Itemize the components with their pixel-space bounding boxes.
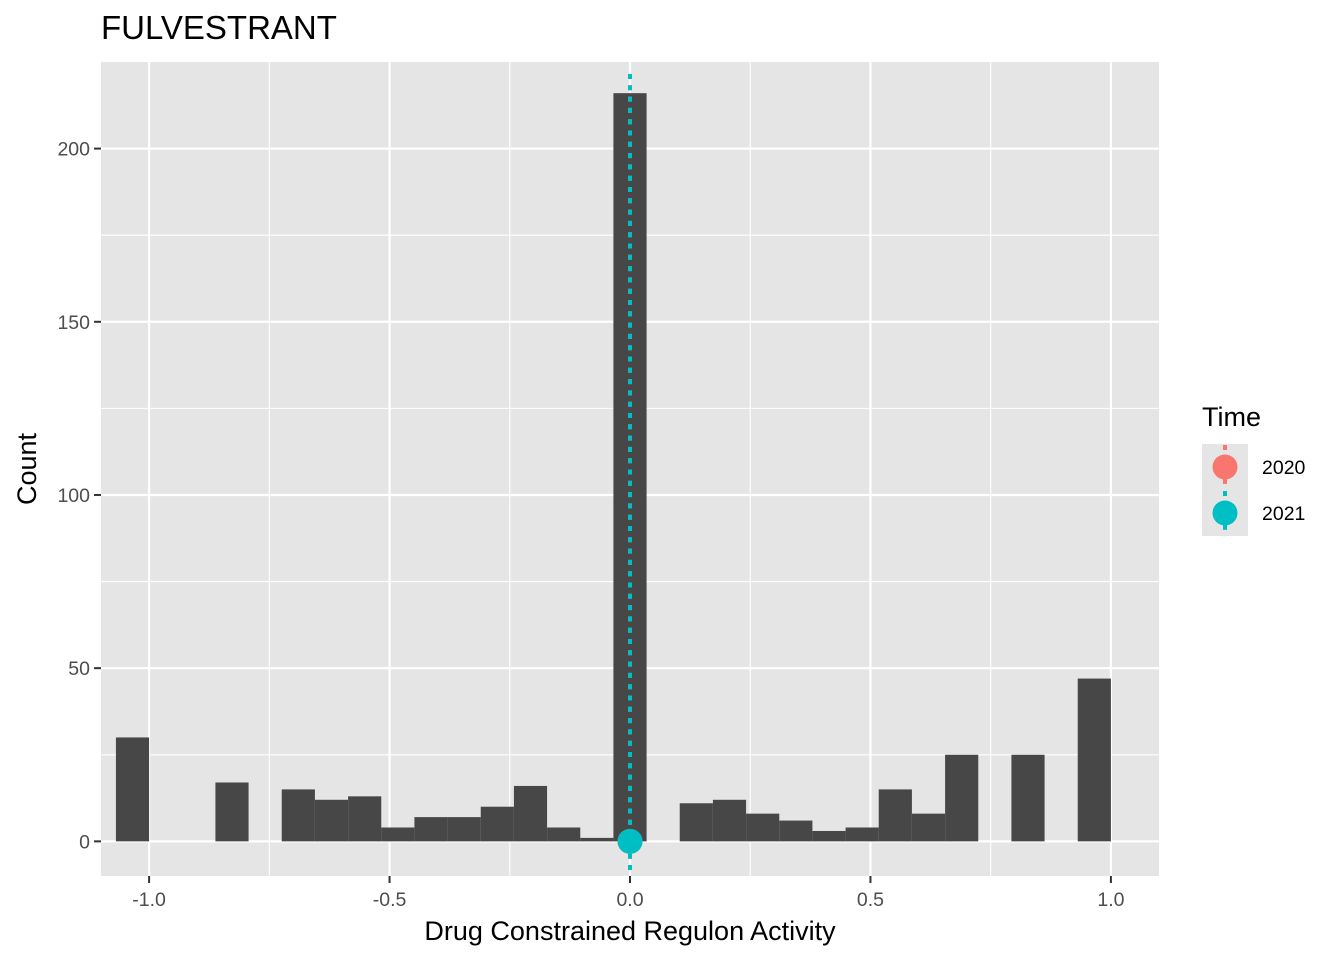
histogram-bar	[945, 754, 979, 842]
y-tick-label: 0	[79, 831, 90, 853]
histogram-bar	[381, 827, 415, 842]
x-tick-label: 1.0	[1097, 889, 1124, 911]
histogram-bar	[911, 813, 946, 842]
histogram-bar	[314, 799, 349, 842]
histogram-bar	[480, 806, 514, 842]
histogram-bar	[348, 796, 382, 842]
histogram-bar	[580, 837, 614, 842]
histogram-bar	[878, 789, 912, 842]
histogram-bar	[746, 813, 780, 842]
x-tick-label: 0.0	[616, 889, 643, 911]
histogram-bar	[414, 817, 448, 842]
histogram-bar	[115, 737, 150, 842]
x-tick-label: -0.5	[373, 889, 407, 911]
histogram-bar	[1077, 678, 1111, 842]
legend-label-2020: 2020	[1262, 457, 1306, 479]
legend: Time 2020 2021	[1202, 402, 1306, 536]
y-axis: 0 50 100 150 200	[57, 139, 101, 853]
histogram-bar	[712, 799, 747, 842]
x-axis-title: Drug Constrained Regulon Activity	[424, 916, 836, 946]
histogram-bar	[513, 785, 548, 842]
histogram-bar	[547, 827, 581, 842]
y-tick-label: 100	[57, 485, 90, 507]
histogram-bar	[845, 827, 879, 842]
y-tick-label: 150	[57, 312, 90, 334]
histogram-bar	[613, 93, 647, 842]
data-points	[617, 828, 643, 854]
legend-label-2021: 2021	[1262, 503, 1305, 525]
histogram-bars	[115, 93, 1111, 842]
y-axis-title: Count	[12, 432, 42, 505]
x-tick-label: 0.5	[857, 889, 884, 911]
histogram-bar	[447, 817, 481, 842]
legend-key-point	[1212, 500, 1238, 526]
histogram-bar	[215, 782, 249, 842]
y-tick-label: 200	[57, 139, 90, 161]
y-tick-label: 50	[68, 658, 90, 680]
legend-key-point	[1212, 454, 1238, 480]
chart-title: FULVESTRANT	[101, 9, 337, 46]
legend-title: Time	[1202, 402, 1261, 432]
histogram-bar	[1011, 754, 1045, 842]
histogram-bar	[812, 830, 846, 842]
legend-keys: 2020 2021	[1202, 444, 1306, 536]
histogram-bar	[281, 789, 315, 842]
histogram-bar	[679, 803, 713, 842]
histogram-bar	[779, 820, 813, 842]
point-2021	[617, 828, 643, 854]
x-axis: -1.0 -0.5 0.0 0.5 1.0	[132, 876, 1125, 911]
x-tick-label: -1.0	[132, 889, 166, 911]
